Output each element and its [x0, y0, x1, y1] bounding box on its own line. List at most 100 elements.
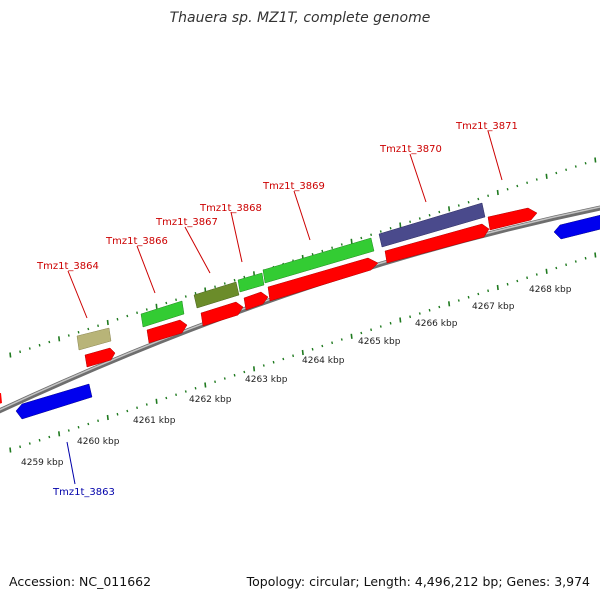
gene-feature-tmz1t-3870[interactable]: [384, 223, 490, 264]
minor-tick: [19, 445, 22, 449]
gene-feature-khaki[interactable]: [76, 327, 112, 351]
gene-label-tmz1t-3864[interactable]: Tmz1t_3864: [36, 261, 99, 272]
minor-tick: [340, 243, 343, 246]
minor-tick: [38, 438, 41, 442]
gene-feature-purple[interactable]: [378, 202, 486, 248]
minor-tick: [184, 295, 187, 298]
gene-feature-tmz1t-3868[interactable]: [243, 291, 269, 311]
minor-tick: [194, 291, 197, 295]
minor-tick: [28, 442, 31, 445]
minor-tick: [67, 429, 70, 432]
minor-tick: [487, 194, 490, 197]
scale-label: 4264 kbp: [302, 356, 345, 366]
minor-tick: [126, 409, 129, 413]
major-tick: [350, 333, 353, 339]
scale-label: 4260 kbp: [77, 437, 120, 447]
major-tick: [594, 252, 597, 258]
minor-tick: [282, 357, 285, 361]
major-tick: [58, 336, 61, 342]
gene-label-tmz1t-3863[interactable]: Tmz1t_3863: [52, 487, 115, 498]
major-tick: [350, 238, 353, 244]
minor-tick: [136, 406, 138, 410]
gene-feature-tmz1t-3871[interactable]: [487, 207, 538, 231]
major-tick: [9, 352, 12, 358]
minor-tick: [535, 178, 538, 181]
minor-tick: [360, 331, 363, 335]
minor-tick: [438, 210, 441, 214]
gene-label-tmz1t-3869[interactable]: Tmz1t_3869: [262, 181, 325, 192]
major-tick: [448, 206, 451, 212]
minor-tick: [506, 188, 509, 191]
minor-tick: [262, 364, 265, 367]
minor-tick: [292, 354, 295, 358]
gene-feature-blue-right[interactable]: [553, 214, 600, 240]
major-tick: [204, 382, 207, 388]
gene-feature-tmz1t-3866[interactable]: [146, 319, 188, 344]
genome-summary: Topology: circular; Length: 4,496,212 bp…: [246, 574, 590, 589]
minor-tick: [428, 308, 431, 312]
major-tick: [155, 303, 158, 309]
major-tick: [496, 284, 499, 291]
scale-label: 4267 kbp: [472, 302, 515, 312]
minor-tick: [409, 315, 412, 319]
minor-tick: [116, 412, 119, 416]
minor-tick: [126, 314, 129, 318]
gene-feature-tmz1t-3869[interactable]: [267, 257, 379, 302]
minor-tick: [584, 162, 587, 165]
minor-tick: [379, 325, 382, 328]
minor-tick: [389, 227, 392, 230]
minor-tick: [165, 301, 168, 305]
minor-tick: [360, 236, 363, 240]
gene-label-tmz1t-3871[interactable]: Tmz1t_3871: [455, 121, 518, 132]
feature-track: [0, 202, 600, 420]
minor-tick: [311, 347, 314, 351]
minor-tick: [389, 321, 392, 325]
minor-tick: [87, 422, 90, 426]
gene-feature-tmz1t-3864[interactable]: [84, 347, 116, 368]
gene-feature-green-2[interactable]: [237, 272, 265, 293]
scale-label: 4265 kbp: [358, 337, 401, 347]
minor-tick: [38, 343, 41, 347]
gene-feature-tmz1t-3867[interactable]: [200, 301, 244, 327]
minor-tick: [321, 249, 324, 253]
minor-tick: [136, 311, 138, 315]
minor-tick: [467, 295, 470, 299]
minor-tick: [506, 282, 509, 286]
gene-label-tmz1t-3870[interactable]: Tmz1t_3870: [379, 144, 442, 155]
scale-label: 4268 kbp: [529, 285, 572, 295]
minor-tick: [145, 403, 148, 406]
gene-label-tmz1t-3868[interactable]: Tmz1t_3868: [199, 203, 262, 214]
label-connectors: [67, 130, 503, 319]
gene-feature-olive[interactable]: [193, 281, 240, 309]
major-tick: [9, 447, 12, 453]
gene-label-tmz1t-3867[interactable]: Tmz1t_3867: [155, 217, 218, 228]
scale-label: 4263 kbp: [245, 375, 288, 385]
minor-tick: [428, 214, 431, 217]
minor-tick: [77, 425, 80, 429]
major-tick: [545, 268, 548, 274]
upper-tick-track: [9, 157, 597, 358]
gene-label-tmz1t-3866[interactable]: Tmz1t_3866: [105, 236, 168, 247]
minor-tick: [555, 266, 558, 270]
minor-tick: [526, 276, 529, 280]
minor-tick: [233, 373, 236, 377]
gene-feature-red-edge[interactable]: [0, 393, 2, 405]
minor-tick: [438, 305, 441, 309]
minor-tick: [233, 278, 236, 282]
major-tick: [58, 431, 61, 437]
minor-tick: [165, 396, 168, 400]
minor-tick: [145, 308, 148, 311]
scale-label: 4266 kbp: [415, 319, 458, 329]
minor-tick: [409, 220, 412, 223]
minor-tick: [175, 393, 177, 397]
gene-feature-tmz1t-3863[interactable]: [15, 383, 93, 420]
gene-feature-green-3[interactable]: [262, 237, 375, 284]
minor-tick: [340, 338, 343, 341]
minor-tick: [243, 370, 246, 374]
minor-tick: [214, 380, 216, 384]
minor-tick: [77, 330, 80, 334]
gene-feature-green-1[interactable]: [140, 300, 185, 328]
minor-tick: [214, 285, 216, 289]
minor-tick: [477, 292, 480, 296]
